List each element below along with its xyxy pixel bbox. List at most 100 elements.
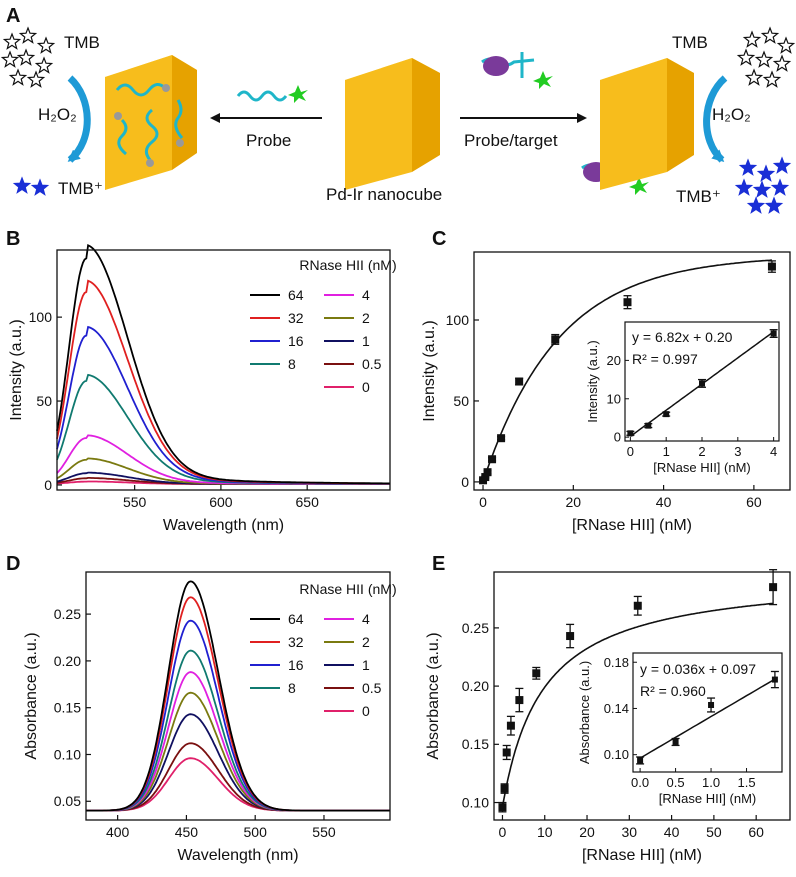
x-tick-label-2: 40 — [656, 494, 672, 510]
probe-label: Probe — [246, 131, 291, 150]
panel-label-c: C — [432, 228, 446, 250]
inset-r-squared: R² = 0.997 — [632, 351, 698, 367]
y-tick-label-0: 0 — [44, 477, 52, 493]
panel-label-a: A — [6, 5, 20, 27]
legend-label-1: 1 — [362, 657, 370, 673]
x-tick-label-1: 600 — [209, 494, 233, 510]
legend-label-8: 8 — [288, 356, 296, 372]
reaction-arrow-right-icon — [703, 75, 728, 163]
inset-data-point-1 — [645, 422, 652, 429]
blue-star-icon-7 — [764, 196, 784, 214]
data-point-4 — [515, 696, 524, 705]
series-line-64 — [56, 243, 390, 485]
hollow-star-icon-2 — [36, 36, 56, 54]
y-tick-label-4: 0.25 — [54, 606, 81, 622]
inset-equation: y = 6.82x + 0.20 — [632, 329, 733, 345]
data-point-5 — [532, 669, 541, 678]
y-axis-label: Absorbance (a.u.) — [23, 632, 40, 759]
chart-e: 0 10 20 30 40 50 60 0.10 0.15 0.20 0.25 [RNase HII]… — [425, 569, 791, 864]
y-tick-label-3: 0.25 — [462, 620, 489, 636]
y-tick-label-2: 100 — [446, 312, 470, 328]
data-point-6 — [551, 335, 560, 344]
inset-y-tick-label-2: 20 — [607, 353, 621, 368]
tmb-label-left: TMB — [64, 33, 100, 52]
data-point-6 — [566, 632, 575, 641]
tmb-label-right: TMB — [672, 33, 708, 52]
data-point-2 — [483, 468, 492, 477]
x-tick-label-1: 450 — [175, 824, 199, 840]
inset-x-tick-label-3: 3 — [734, 444, 741, 459]
series-line-4 — [56, 434, 390, 485]
hollow-star-icon-4 — [754, 50, 774, 68]
inset-data-point-3 — [699, 380, 705, 387]
hollow-star-icon-7 — [762, 70, 782, 88]
x-axis-label: [RNase HII] (nM) — [582, 847, 702, 864]
data-point-7 — [623, 298, 632, 307]
legend-label-4: 4 — [362, 611, 370, 627]
y-tick-label-2: 0.20 — [462, 678, 489, 694]
tmb-stars-left-icon — [0, 26, 56, 88]
cube-with-probes-icon — [105, 55, 197, 190]
hollow-star-icon-0 — [2, 32, 22, 50]
hollow-star-icon-2 — [776, 36, 796, 54]
data-point-4 — [497, 434, 506, 443]
data-point-8 — [769, 583, 778, 592]
x-tick-label-0: 550 — [123, 494, 147, 510]
tmb-plus-stars-right-icon — [734, 156, 792, 214]
blue-star-icon-0 — [12, 176, 32, 194]
probe-target-icon — [481, 52, 553, 89]
legend-label-0: 0 — [362, 703, 370, 719]
series-line-32 — [56, 279, 390, 485]
inset-y-axis-label: Absorbance (a.u.) — [577, 661, 592, 764]
inset-x-axis-label: [RNase HII] (nM) — [653, 460, 751, 475]
inset-y-tick-label-1: 0.14 — [604, 701, 629, 716]
inset-x-tick-label-2: 1.0 — [702, 775, 720, 790]
data-point-0 — [498, 803, 507, 812]
y-tick-label-2: 100 — [29, 309, 53, 325]
y-tick-label-1: 0.10 — [54, 746, 81, 762]
schematic: TMB H₂O₂ TMB⁺ Probe — [0, 26, 796, 214]
x-tick-label-0: 400 — [106, 824, 130, 840]
legend-label-0.5: 0.5 — [362, 356, 382, 372]
inset-x-tick-label-4: 4 — [770, 444, 777, 459]
hollow-star-icon-3 — [0, 50, 20, 68]
plot-frame — [56, 249, 391, 491]
inset-data-point-3 — [771, 676, 778, 683]
legend-label-1: 1 — [362, 333, 370, 349]
legend-label-2: 2 — [362, 310, 370, 326]
legend-title: RNase HII (nM) — [299, 257, 396, 273]
blue-star-icon-0 — [738, 158, 758, 176]
x-axis-label: Wavelength (nm) — [177, 847, 298, 864]
y-tick-label-0: 0 — [461, 474, 469, 490]
blue-star-icon-6 — [746, 196, 766, 214]
plot-frame — [85, 571, 391, 821]
y-tick-label-1: 0.15 — [462, 736, 489, 752]
probe-target-label: Probe/target — [464, 131, 558, 150]
hollow-star-icon-0 — [742, 30, 762, 48]
hollow-star-icon-1 — [760, 26, 780, 44]
x-tick-label-3: 550 — [312, 824, 336, 840]
y-tick-label-1: 50 — [453, 393, 469, 409]
y-tick-label-0: 0.10 — [462, 794, 489, 810]
nanocube-label: Pd-Ir nanocube — [326, 185, 442, 204]
plot-frame — [473, 251, 791, 491]
x-tick-label-0: 0 — [479, 494, 487, 510]
tmbplus-label-left: TMB⁺ — [58, 179, 103, 198]
plot-frame — [493, 571, 791, 821]
hollow-star-icon-3 — [736, 48, 756, 66]
series-line-16 — [86, 619, 390, 812]
legend-label-0.5: 0.5 — [362, 680, 382, 696]
h2o2-label-right: H₂O₂ — [712, 105, 751, 124]
inset-y-tick-label-1: 10 — [607, 391, 621, 406]
inset-y-tick-label-0: 0 — [614, 430, 621, 445]
x-tick-label-2: 20 — [579, 824, 595, 840]
legend-label-64: 64 — [288, 611, 304, 627]
hollow-star-icon-5 — [772, 54, 792, 72]
x-axis-label: [RNase HII] (nM) — [572, 517, 692, 534]
inset-data-point-1 — [672, 738, 679, 745]
series-line-16 — [56, 325, 391, 485]
fit-curve — [501, 602, 774, 808]
x-tick-label-1: 20 — [566, 494, 582, 510]
legend-label-16: 16 — [288, 657, 304, 673]
y-tick-label-3: 0.20 — [54, 653, 81, 669]
